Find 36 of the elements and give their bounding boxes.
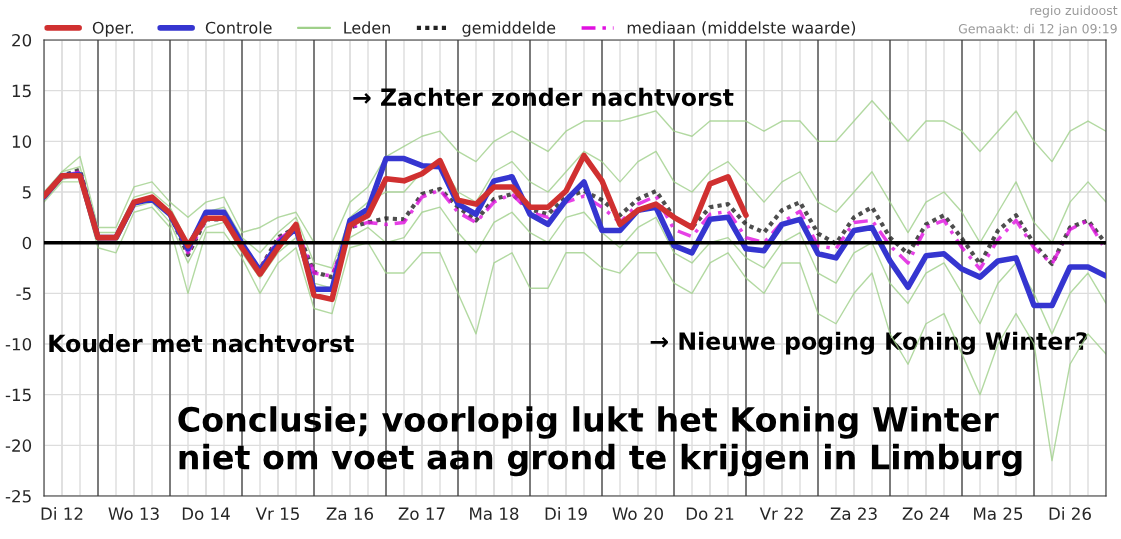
x-tick-label: Vr 15 bbox=[255, 507, 299, 521]
text: Gemaakt: di 12 jan 09:19 bbox=[958, 23, 1117, 36]
legend-label: mediaan (middelste waarde) bbox=[627, 21, 856, 36]
annotation: → Nieuwe poging Koning Winter? bbox=[650, 331, 1088, 355]
legend-label: Oper. bbox=[92, 21, 133, 37]
x-tick-label: Za 23 bbox=[830, 507, 877, 521]
y-tick-label: -20 bbox=[5, 439, 32, 452]
x-tick-label: Do 14 bbox=[182, 507, 230, 521]
legend-label: gemiddelde bbox=[462, 21, 556, 37]
annotation: → Zachter zonder nachtvorst bbox=[353, 87, 734, 107]
y-tick-label: 10 bbox=[12, 135, 32, 148]
y-tick-label: -15 bbox=[5, 388, 31, 402]
x-tick-label: Di 26 bbox=[1049, 507, 1091, 521]
legend-label: Controle bbox=[205, 21, 272, 34]
y-tick-label: 15 bbox=[12, 84, 31, 98]
annotation: Conclusie; voorlopig lukt het Koning Winter niet om voet aan grond te krijgen in Limburg bbox=[178, 406, 1022, 477]
x-tick-label: Di 19 bbox=[545, 507, 587, 521]
x-tick-label: Di 12 bbox=[41, 507, 83, 520]
y-tick-label: -25 bbox=[5, 489, 31, 503]
y-tick-label: -5 bbox=[16, 287, 31, 300]
y-tick-label: -10 bbox=[5, 337, 32, 351]
annotation: Kouder met nachtvorst bbox=[49, 334, 354, 353]
y-tick-label: 0 bbox=[22, 236, 32, 250]
x-tick-label: Za 16 bbox=[326, 507, 374, 521]
y-tick-label: 5 bbox=[22, 186, 31, 199]
y-tick-label: 20 bbox=[12, 33, 32, 47]
x-tick-label: Do 21 bbox=[686, 507, 734, 521]
x-tick-label: Wo 13 bbox=[108, 507, 159, 521]
x-tick-label: Ma 18 bbox=[470, 507, 519, 521]
x-tick-label: Wo 20 bbox=[612, 507, 663, 521]
x-tick-label: Zo 24 bbox=[902, 507, 950, 521]
x-tick-label: Ma 25 bbox=[974, 507, 1023, 521]
legend-label: Leden bbox=[344, 21, 390, 34]
x-tick-label: Zo 17 bbox=[398, 507, 445, 521]
x-tick-label: Vr 22 bbox=[759, 507, 803, 520]
text: regio zuidoost bbox=[1030, 5, 1118, 18]
